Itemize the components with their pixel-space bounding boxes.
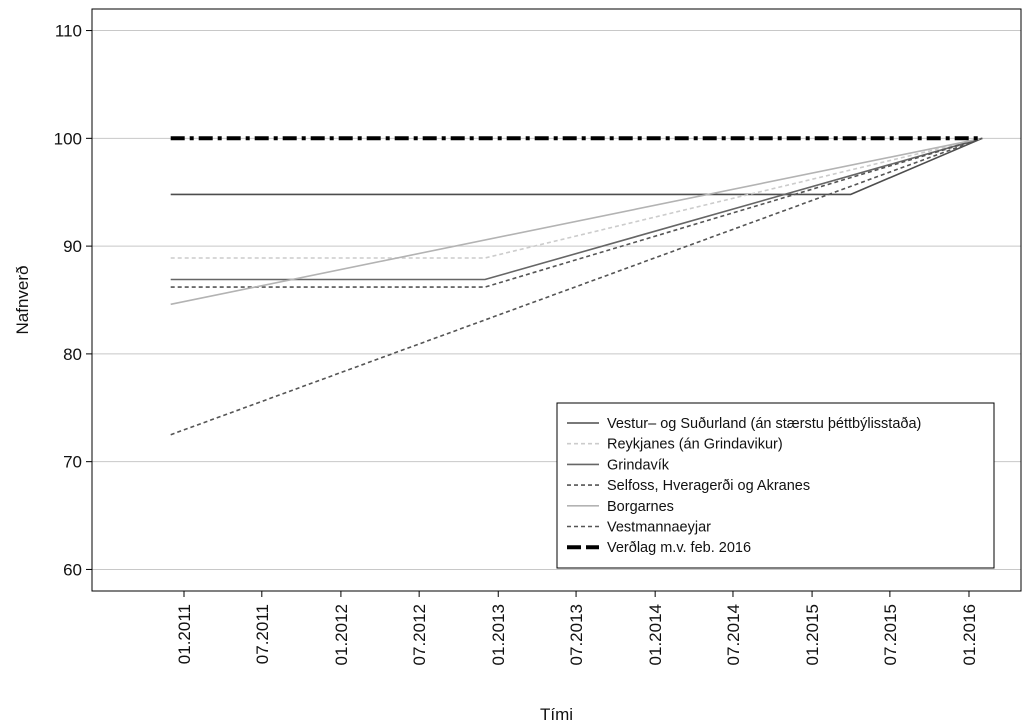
axes: 60 70 80 90 100 110 01.2011 07.2011 01.2012 07.20… bbox=[54, 22, 979, 666]
series-line bbox=[170, 137, 983, 288]
series-line bbox=[170, 137, 983, 281]
y-tick-label: 70 bbox=[63, 453, 82, 472]
y-axis-title: Nafnverð bbox=[13, 266, 32, 335]
y-tick-label: 110 bbox=[55, 22, 82, 41]
x-tick-label: 07.2012 bbox=[410, 604, 429, 665]
x-axis-title: Tími bbox=[540, 705, 573, 724]
legend-label: Vestmannaeyjar bbox=[607, 520, 711, 536]
series-line bbox=[170, 137, 983, 306]
x-tick-label: 07.2014 bbox=[724, 604, 743, 665]
x-tick-label: 01.2014 bbox=[646, 604, 665, 665]
legend-box bbox=[556, 402, 995, 569]
x-tick-label: 07.2011 bbox=[253, 604, 272, 664]
x-tick-label: 07.2015 bbox=[881, 604, 900, 665]
y-tick-label: 80 bbox=[63, 345, 82, 364]
x-tick-label: 01.2015 bbox=[803, 604, 822, 665]
y-tick-label: 60 bbox=[63, 560, 82, 579]
legend-label: Vestur– og Suðurland (án stærstu þéttbýl… bbox=[607, 416, 921, 432]
legend-label: Borgarnes bbox=[607, 499, 674, 515]
x-tick-label: 01.2016 bbox=[960, 604, 979, 665]
series-line bbox=[170, 137, 983, 259]
x-tick-label: 07.2013 bbox=[567, 604, 586, 665]
y-tick-label: 90 bbox=[63, 237, 82, 256]
legend-label: Selfoss, Hveragerði og Akranes bbox=[607, 478, 810, 494]
legend-label: Grindavík bbox=[607, 457, 670, 473]
legend-label: Verðlag m.v. feb. 2016 bbox=[607, 540, 751, 556]
legend-label: Reykjanes (án Grindavikur) bbox=[607, 437, 783, 453]
series-lines bbox=[170, 136, 983, 436]
x-tick-label: 01.2012 bbox=[332, 604, 351, 665]
legend: Vestur– og Suðurland (án stærstu þéttbýl… bbox=[556, 402, 995, 569]
x-tick-label: 01.2011 bbox=[175, 604, 194, 664]
y-tick-label: 100 bbox=[54, 129, 82, 148]
x-tick-label: 01.2013 bbox=[489, 604, 508, 665]
plot-frame bbox=[91, 8, 1022, 592]
series-line bbox=[170, 137, 983, 196]
